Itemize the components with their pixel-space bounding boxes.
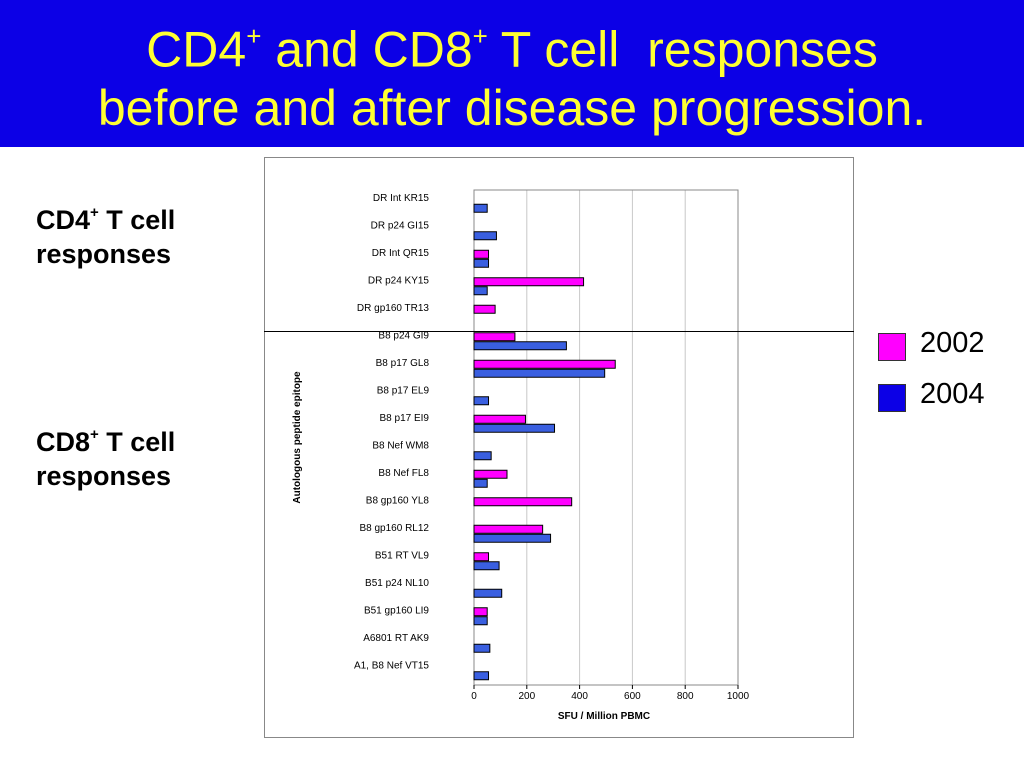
category-label: B8 p17 EL9 [377,386,430,397]
cd4-cd8-divider [264,331,854,332]
cd4-section-label: CD4+ T cell responses [36,204,176,269]
x-tick-label: 200 [518,691,535,702]
category-label: B51 gp160 LI9 [364,606,429,617]
chart-frame [264,157,854,738]
x-tick-label: 0 [471,691,477,702]
bar-2002-12 [473,524,544,534]
plot-area [473,189,739,686]
bar-2002-3 [473,277,585,287]
category-label: B8 p17 EI9 [380,413,430,424]
bar-2004-14 [473,588,503,598]
bar-2002-4 [473,304,496,314]
bar-2002-15 [473,607,488,617]
category-label: B51 RT VL9 [375,551,430,562]
category-label: A6801 RT AK9 [363,633,429,644]
category-label: DR gp160 TR13 [357,303,430,314]
bar-chart: DR Int KR15 DR p24 GI15 DR Int QR15 DR p24 … [292,189,750,722]
bar-2002-8 [473,414,526,424]
y-axis-title: Autologous peptide epitope [292,371,303,504]
category-label: DR p24 GI15 [371,221,430,232]
x-tick-label: 600 [624,691,641,702]
category-label: DR p24 KY15 [368,276,430,287]
bar-2004-8 [473,423,556,433]
category-label: B8 gp160 YL8 [366,496,430,507]
cd8-section-label: CD8+ T cell responses [36,426,176,491]
x-tick-label: 400 [571,691,588,702]
bar-2002-5 [473,332,516,342]
category-label: B8 Nef WM8 [372,441,429,452]
bar-2002-13 [473,552,490,562]
bar-2004-5 [473,341,567,351]
x-axis-title: SFU / Million PBMC [558,711,650,722]
bar-2002-6 [473,359,616,369]
category-label: B51 p24 NL10 [365,578,429,589]
legend-swatch-2004 [878,384,906,412]
title-bar: CD4+ and CD8+ T cell responses before an… [0,0,1024,147]
category-label: DR Int QR15 [372,248,430,259]
bar-2004-16 [473,643,491,653]
bar-2004-13 [473,561,500,571]
bar-2004-9 [473,451,492,461]
bar-2004-12 [473,533,552,543]
bar-2004-6 [473,368,606,378]
bar-2004-7 [473,396,490,406]
category-label: DR Int KR15 [373,193,430,204]
x-tick-label: 800 [677,691,694,702]
legend-swatch-2002 [878,333,906,361]
legend-label-2004: 2004 [920,378,985,410]
bar-2002-10 [473,469,508,479]
bar-2002-2 [473,249,490,259]
bar-2004-2 [473,258,490,268]
legend-label-2002: 2002 [920,327,985,359]
category-label: B8 gp160 RL12 [359,523,429,534]
bar-2004-0 [473,203,488,213]
bar-2004-3 [473,286,488,296]
x-tick-label: 1000 [727,691,750,702]
category-label: B8 Nef FL8 [378,468,429,479]
bar-2004-10 [473,478,488,488]
category-label: B8 p17 GL8 [376,358,430,369]
slide-title-line-1: CD4+ and CD8+ T cell responses [146,21,878,78]
category-label: A1, B8 Nef VT15 [354,661,429,672]
bar-2004-15 [473,616,488,626]
slide-title-line-2: before and after disease progression. [97,80,927,136]
category-label: B8 p24 GI9 [378,331,429,342]
bar-2004-1 [473,231,497,241]
bar-2004-17 [473,671,490,681]
bar-2002-11 [473,497,573,507]
